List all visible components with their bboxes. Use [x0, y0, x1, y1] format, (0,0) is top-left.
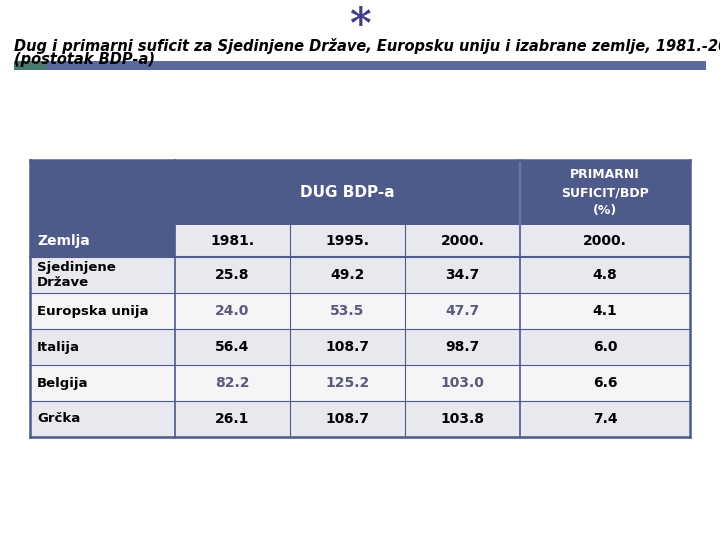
Bar [175, 225, 290, 257]
Text: Belgija: Belgija [37, 376, 89, 389]
Text: Zemlja: Zemlja [37, 234, 90, 248]
Text: 82.2: 82.2 [215, 376, 250, 390]
Text: 103.0: 103.0 [441, 376, 485, 390]
Text: 4.1: 4.1 [593, 304, 617, 318]
Text: 47.7: 47.7 [446, 304, 480, 318]
Bar [290, 225, 405, 257]
Bar [14, 61, 46, 70]
Text: *: * [349, 5, 371, 47]
Bar [30, 401, 690, 437]
Bar [30, 329, 690, 365]
Text: Grčka: Grčka [37, 413, 80, 426]
Text: 26.1: 26.1 [215, 412, 250, 426]
Text: 24.0: 24.0 [215, 304, 250, 318]
Text: 34.7: 34.7 [446, 268, 480, 282]
Bar [405, 225, 520, 257]
Text: 103.8: 103.8 [441, 412, 485, 426]
Text: Sjedinjene
Države: Sjedinjene Države [37, 261, 116, 289]
Bar [520, 225, 690, 257]
Text: Italija: Italija [37, 341, 80, 354]
Text: 1995.: 1995. [325, 234, 369, 248]
Text: 6.0: 6.0 [593, 340, 617, 354]
Text: (postotak BDP-a): (postotak BDP-a) [14, 52, 155, 67]
Bar [30, 293, 690, 329]
Text: Dug i primarni suficit za Sjedinjene Države, Europsku uniju i izabrane zemlje, 1: Dug i primarni suficit za Sjedinjene Drž… [14, 38, 720, 54]
Text: Europska unija: Europska unija [37, 305, 148, 318]
Bar [30, 160, 690, 225]
Text: 1981.: 1981. [210, 234, 255, 248]
Bar [30, 257, 690, 293]
Text: 2000.: 2000. [441, 234, 485, 248]
Text: 7.4: 7.4 [593, 412, 617, 426]
Text: 6.6: 6.6 [593, 376, 617, 390]
Text: 108.7: 108.7 [325, 412, 369, 426]
Bar [46, 61, 706, 70]
Text: 25.8: 25.8 [215, 268, 250, 282]
Text: PRIMARNI
SUFICIT/BDP
(%): PRIMARNI SUFICIT/BDP (%) [561, 168, 649, 217]
Text: 108.7: 108.7 [325, 340, 369, 354]
Text: 4.8: 4.8 [593, 268, 617, 282]
Text: 98.7: 98.7 [446, 340, 480, 354]
Text: 56.4: 56.4 [215, 340, 250, 354]
Bar [30, 365, 690, 401]
Bar [30, 225, 175, 257]
Text: 125.2: 125.2 [325, 376, 369, 390]
Text: 53.5: 53.5 [330, 304, 365, 318]
Text: DUG BDP-a: DUG BDP-a [300, 185, 395, 200]
Text: 49.2: 49.2 [330, 268, 365, 282]
Text: 2000.: 2000. [583, 234, 627, 248]
